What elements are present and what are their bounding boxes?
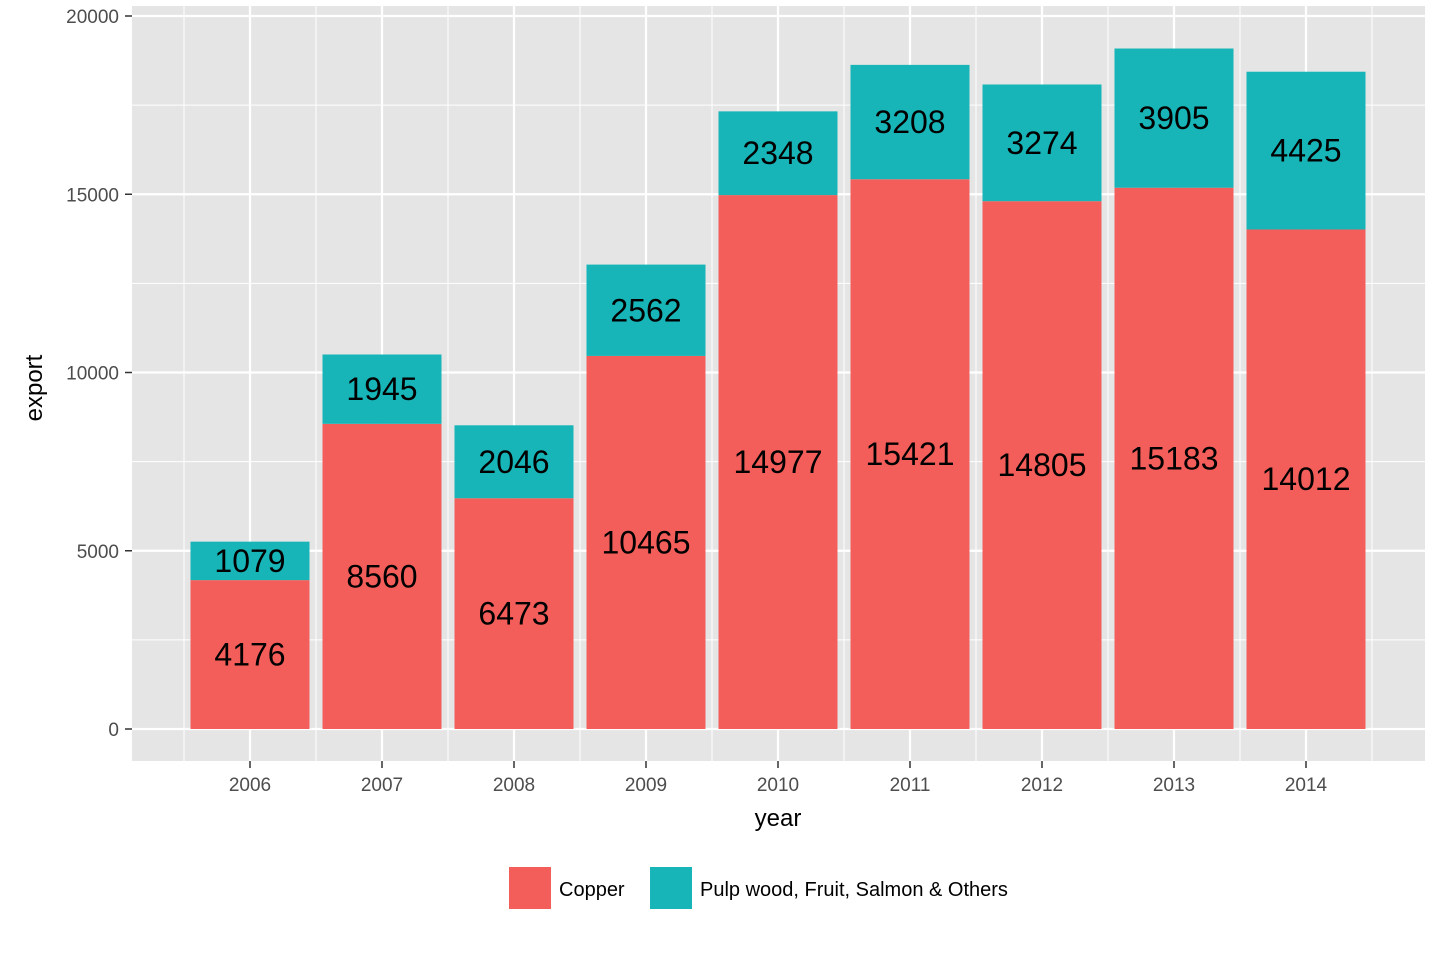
data-label: 3208 bbox=[874, 104, 945, 140]
x-axis-title: year bbox=[755, 805, 802, 832]
data-label: 14805 bbox=[998, 447, 1087, 483]
y-axis-title: export bbox=[21, 354, 48, 421]
legend-label: Pulp wood, Fruit, Salmon & Others bbox=[700, 879, 1008, 901]
bar-segment-others bbox=[982, 84, 1102, 202]
bars bbox=[190, 48, 1366, 730]
legend-key bbox=[509, 867, 551, 909]
bar-segment-others bbox=[586, 264, 706, 356]
data-label: 14012 bbox=[1262, 461, 1351, 497]
axes: 0 5000 10000 15000 20000 2006 2007 2008 2009 2010… bbox=[66, 7, 1327, 796]
bar-segment-others bbox=[850, 64, 970, 180]
data-labels: 4176 1079 8560 1945 6473 2046 10465 2562 14977 23… bbox=[214, 100, 1350, 672]
data-label: 14977 bbox=[734, 444, 823, 480]
y-tick-label: 0 bbox=[108, 720, 119, 741]
data-label: 8560 bbox=[346, 558, 417, 594]
data-label: 2562 bbox=[610, 292, 681, 328]
data-label: 4425 bbox=[1270, 133, 1341, 169]
x-tick-label: 2014 bbox=[1285, 775, 1328, 796]
bar-segment-copper bbox=[850, 179, 970, 730]
bar-segment-copper bbox=[586, 355, 706, 729]
bar-segment-others bbox=[1114, 48, 1234, 188]
legend-label: Copper bbox=[559, 879, 625, 901]
y-tick-label: 10000 bbox=[66, 364, 119, 385]
data-label: 6473 bbox=[478, 596, 549, 632]
bar-segment-copper bbox=[1246, 229, 1366, 729]
legend: Copper Pulp wood, Fruit, Salmon & Others bbox=[509, 867, 1008, 909]
data-label: 1079 bbox=[214, 543, 285, 579]
data-label: 2046 bbox=[478, 444, 549, 480]
x-tick-label: 2006 bbox=[229, 775, 271, 796]
bar-segment-others bbox=[454, 425, 574, 499]
data-label: 1945 bbox=[346, 371, 417, 407]
bar-segment-copper bbox=[982, 201, 1102, 729]
bar-segment-copper bbox=[190, 580, 310, 729]
data-label: 3274 bbox=[1006, 125, 1077, 161]
bar-segment-copper bbox=[322, 423, 442, 729]
x-tick-label: 2013 bbox=[1153, 775, 1195, 796]
data-label: 10465 bbox=[602, 524, 691, 560]
x-tick-label: 2008 bbox=[493, 775, 535, 796]
x-tick-label: 2011 bbox=[890, 775, 931, 796]
data-label: 15183 bbox=[1130, 440, 1219, 476]
y-tick-label: 5000 bbox=[77, 542, 119, 563]
bar-segment-others bbox=[190, 541, 310, 581]
data-label: 3905 bbox=[1138, 100, 1209, 136]
y-tick-label: 20000 bbox=[66, 7, 119, 28]
bar-segment-copper bbox=[454, 498, 574, 729]
data-label: 15421 bbox=[866, 436, 955, 472]
x-tick-label: 2009 bbox=[625, 775, 667, 796]
bar-segment-others bbox=[1246, 71, 1366, 230]
legend-key bbox=[650, 867, 692, 909]
bar-segment-copper bbox=[1114, 187, 1234, 729]
bar-segment-others bbox=[322, 354, 442, 424]
bar-segment-copper bbox=[718, 195, 838, 729]
x-tick-label: 2012 bbox=[1021, 775, 1063, 796]
data-label: 4176 bbox=[214, 637, 285, 673]
x-tick-label: 2010 bbox=[757, 775, 799, 796]
y-tick-label: 15000 bbox=[66, 185, 119, 206]
x-tick-label: 2007 bbox=[361, 775, 403, 796]
data-label: 2348 bbox=[742, 135, 813, 171]
bar-segment-others bbox=[718, 111, 838, 196]
